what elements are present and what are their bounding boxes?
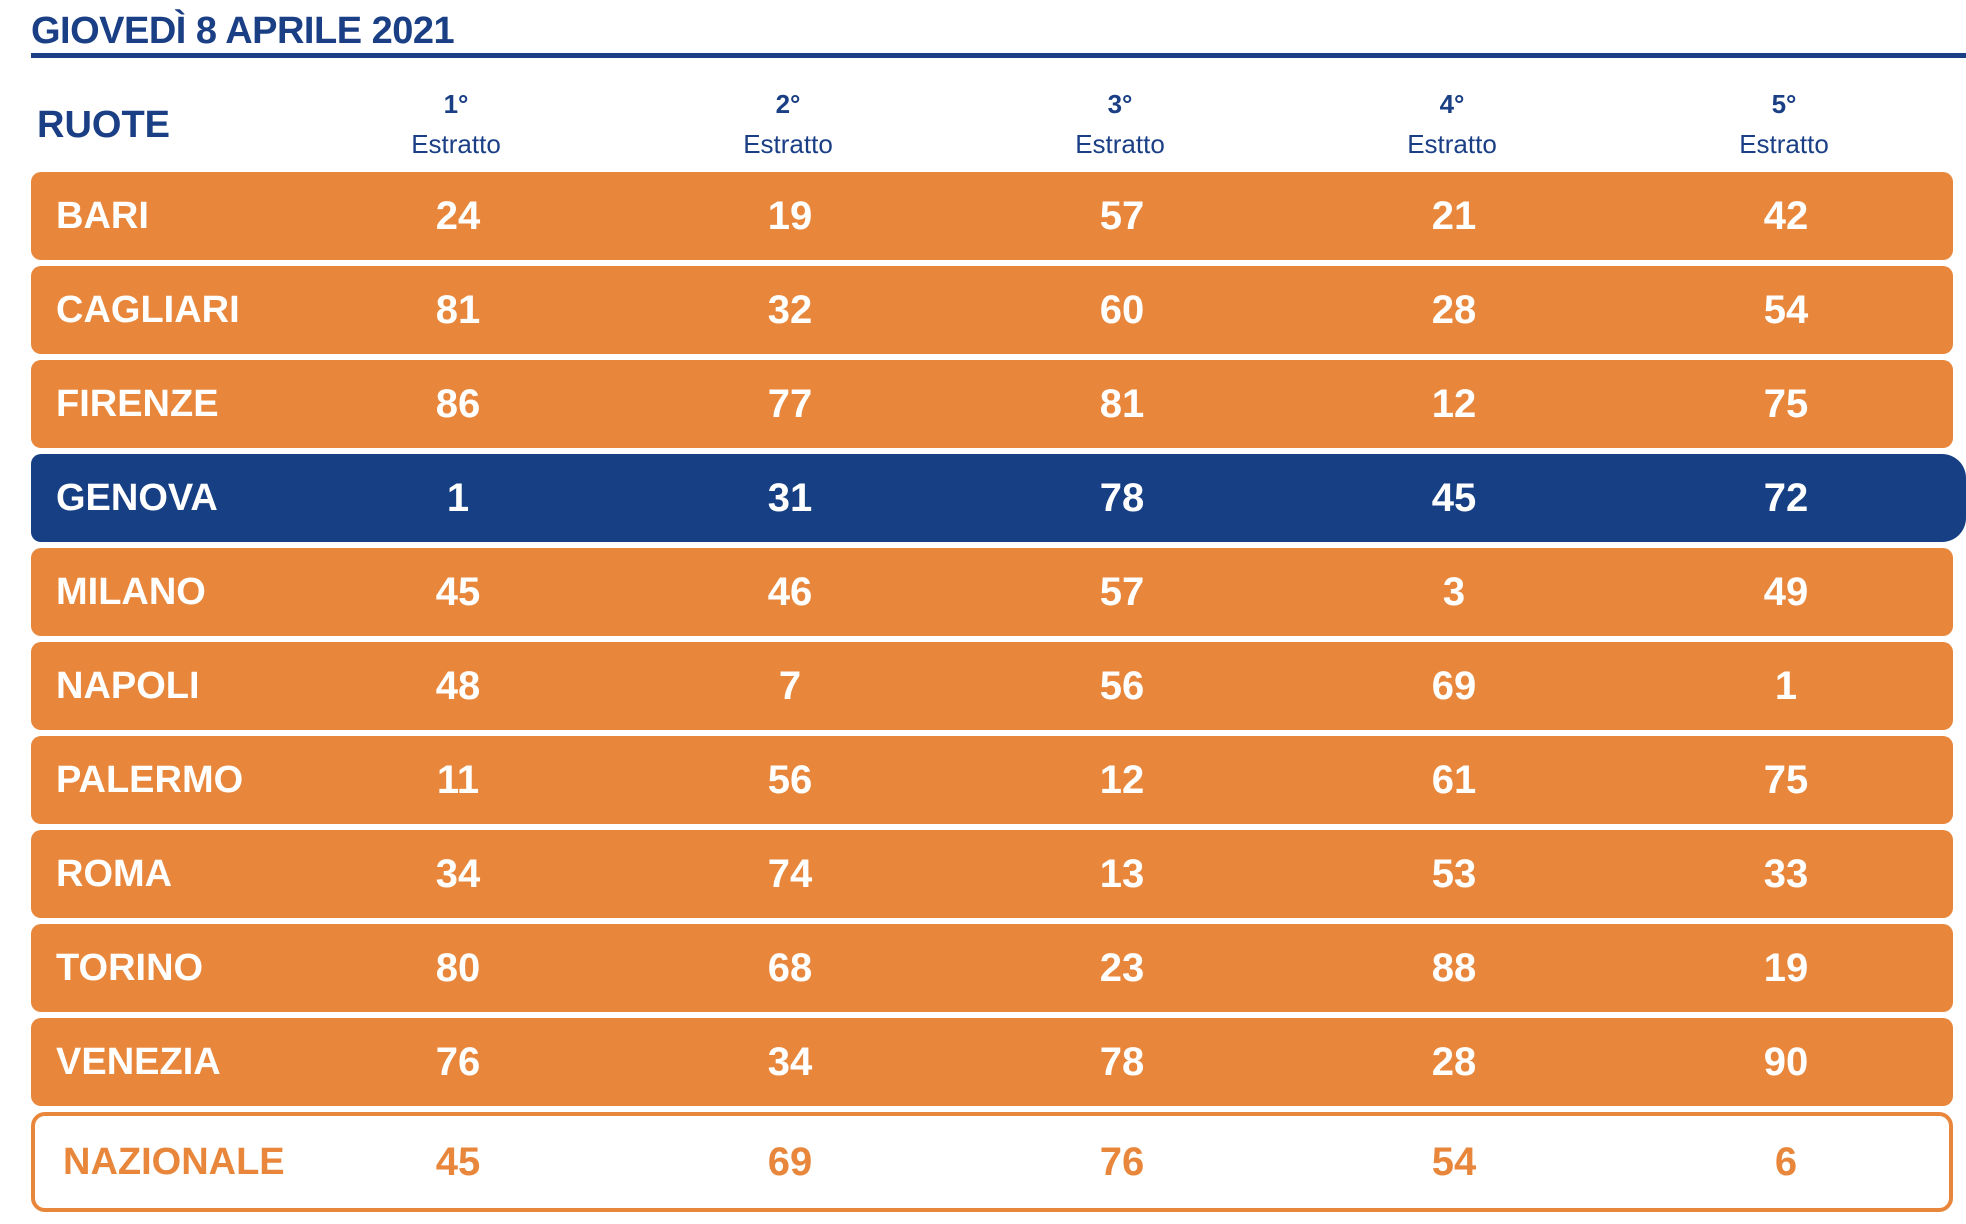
ruota-name: CAGLIARI <box>56 289 240 331</box>
extracted-number: 1 <box>1774 664 1798 708</box>
extracted-number: 75 <box>1763 382 1809 426</box>
table-row-firenze: FIRENZE 86 77 81 12 75 <box>31 360 1953 448</box>
extracted-number: 45 <box>435 1140 481 1184</box>
extracted-number: 6 <box>1774 1140 1798 1184</box>
extracted-number: 56 <box>1099 664 1145 708</box>
column-ordinal: 4° <box>1439 89 1465 119</box>
extracted-number: 24 <box>435 194 481 238</box>
column-label: Estratto <box>1739 129 1829 159</box>
extracted-number: 48 <box>435 664 481 708</box>
column-label: Estratto <box>411 129 501 159</box>
extracted-number: 28 <box>1431 1040 1477 1084</box>
extracted-number: 21 <box>1431 194 1477 238</box>
extracted-number: 7 <box>778 664 802 708</box>
column-header-2: 2° Estratto <box>678 84 898 164</box>
extracted-number: 46 <box>767 570 813 614</box>
column-header-1: 1° Estratto <box>346 84 566 164</box>
extracted-number: 19 <box>1763 946 1809 990</box>
column-header-row: RUOTE 1° Estratto 2° Estratto 3° Estratt… <box>31 78 1966 166</box>
extracted-number: 42 <box>1763 194 1809 238</box>
extracted-number: 76 <box>435 1040 481 1084</box>
ruota-name: MILANO <box>56 571 206 613</box>
ruota-name: PALERMO <box>56 759 244 801</box>
column-label: Estratto <box>743 129 833 159</box>
extracted-number: 12 <box>1099 758 1145 802</box>
table-row-bari: BARI 24 19 57 21 42 <box>31 172 1953 260</box>
extracted-number: 80 <box>435 946 481 990</box>
column-header-4: 4° Estratto <box>1342 84 1562 164</box>
extracted-number: 69 <box>767 1140 813 1184</box>
extracted-number: 81 <box>1099 382 1145 426</box>
extracted-number: 31 <box>767 476 813 520</box>
extracted-number: 60 <box>1099 288 1145 332</box>
ruota-name: VENEZIA <box>56 1041 221 1083</box>
ruota-name: NAPOLI <box>56 665 200 707</box>
table-row-napoli: NAPOLI 48 7 56 69 1 <box>31 642 1953 730</box>
column-ordinal: 3° <box>1107 89 1133 119</box>
table-row-roma: ROMA 34 74 13 53 33 <box>31 830 1953 918</box>
extracted-number: 12 <box>1431 382 1477 426</box>
extracted-number: 68 <box>767 946 813 990</box>
extracted-number: 49 <box>1763 570 1809 614</box>
extracted-number: 76 <box>1099 1140 1145 1184</box>
table-row-venezia: VENEZIA 76 34 78 28 90 <box>31 1018 1953 1106</box>
column-ordinal: 5° <box>1771 89 1797 119</box>
extracted-number: 53 <box>1431 852 1477 896</box>
extracted-number: 75 <box>1763 758 1809 802</box>
ruota-name: TORINO <box>56 947 204 989</box>
ruota-name: ROMA <box>56 853 173 895</box>
column-label: Estratto <box>1407 129 1497 159</box>
draw-date-title: GIOVEDÌ 8 APRILE 2021 <box>31 10 455 52</box>
extracted-number: 56 <box>767 758 813 802</box>
extracted-number: 90 <box>1763 1040 1809 1084</box>
extracted-number: 77 <box>767 382 813 426</box>
extracted-number: 1 <box>446 476 470 520</box>
extracted-number: 81 <box>435 288 481 332</box>
extracted-number: 34 <box>767 1040 813 1084</box>
extracted-number: 54 <box>1431 1140 1477 1184</box>
table-row-palermo: PALERMO 11 56 12 61 75 <box>31 736 1953 824</box>
extracted-number: 86 <box>435 382 481 426</box>
column-label: Estratto <box>1075 129 1165 159</box>
column-ordinal: 2° <box>775 89 801 119</box>
extracted-number: 88 <box>1431 946 1477 990</box>
column-header-3: 3° Estratto <box>1010 84 1230 164</box>
ruota-name: GENOVA <box>56 477 218 519</box>
ruota-name: FIRENZE <box>56 383 219 425</box>
extracted-number: 61 <box>1431 758 1477 802</box>
extracted-number: 11 <box>436 758 480 802</box>
table-row-genova: GENOVA 1 31 78 45 72 <box>31 454 1966 542</box>
extracted-number: 45 <box>435 570 481 614</box>
extracted-number: 23 <box>1099 946 1145 990</box>
extracted-number: 78 <box>1099 476 1145 520</box>
table-row-cagliari: CAGLIARI 81 32 60 28 54 <box>31 266 1953 354</box>
table-row-milano: MILANO 45 46 57 3 49 <box>31 548 1953 636</box>
column-ordinal: 1° <box>443 89 469 119</box>
extracted-number: 32 <box>767 288 813 332</box>
extracted-number: 69 <box>1431 664 1477 708</box>
extracted-number: 13 <box>1099 852 1145 896</box>
extracted-number: 74 <box>767 852 813 896</box>
extracted-number: 45 <box>1431 476 1477 520</box>
extracted-number: 19 <box>767 194 813 238</box>
date-header: GIOVEDÌ 8 APRILE 2021 <box>31 6 1966 58</box>
extracted-number: 34 <box>435 852 481 896</box>
extracted-number: 54 <box>1763 288 1809 332</box>
extracted-number: 78 <box>1099 1040 1145 1084</box>
ruota-name: NAZIONALE <box>63 1141 285 1183</box>
table-row-nazionale: NAZIONALE 45 69 76 54 6 <box>31 1112 1953 1212</box>
extracted-number: 72 <box>1763 476 1809 520</box>
column-header-5: 5° Estratto <box>1674 84 1894 164</box>
extracted-number: 33 <box>1763 852 1809 896</box>
table-row-torino: TORINO 80 68 23 88 19 <box>31 924 1953 1012</box>
extracted-number: 57 <box>1099 570 1145 614</box>
extracted-number: 57 <box>1099 194 1145 238</box>
extracted-number: 3 <box>1442 570 1466 614</box>
extracted-number: 28 <box>1431 288 1477 332</box>
ruote-column-label: RUOTE <box>37 104 170 146</box>
ruota-name: BARI <box>56 195 149 237</box>
